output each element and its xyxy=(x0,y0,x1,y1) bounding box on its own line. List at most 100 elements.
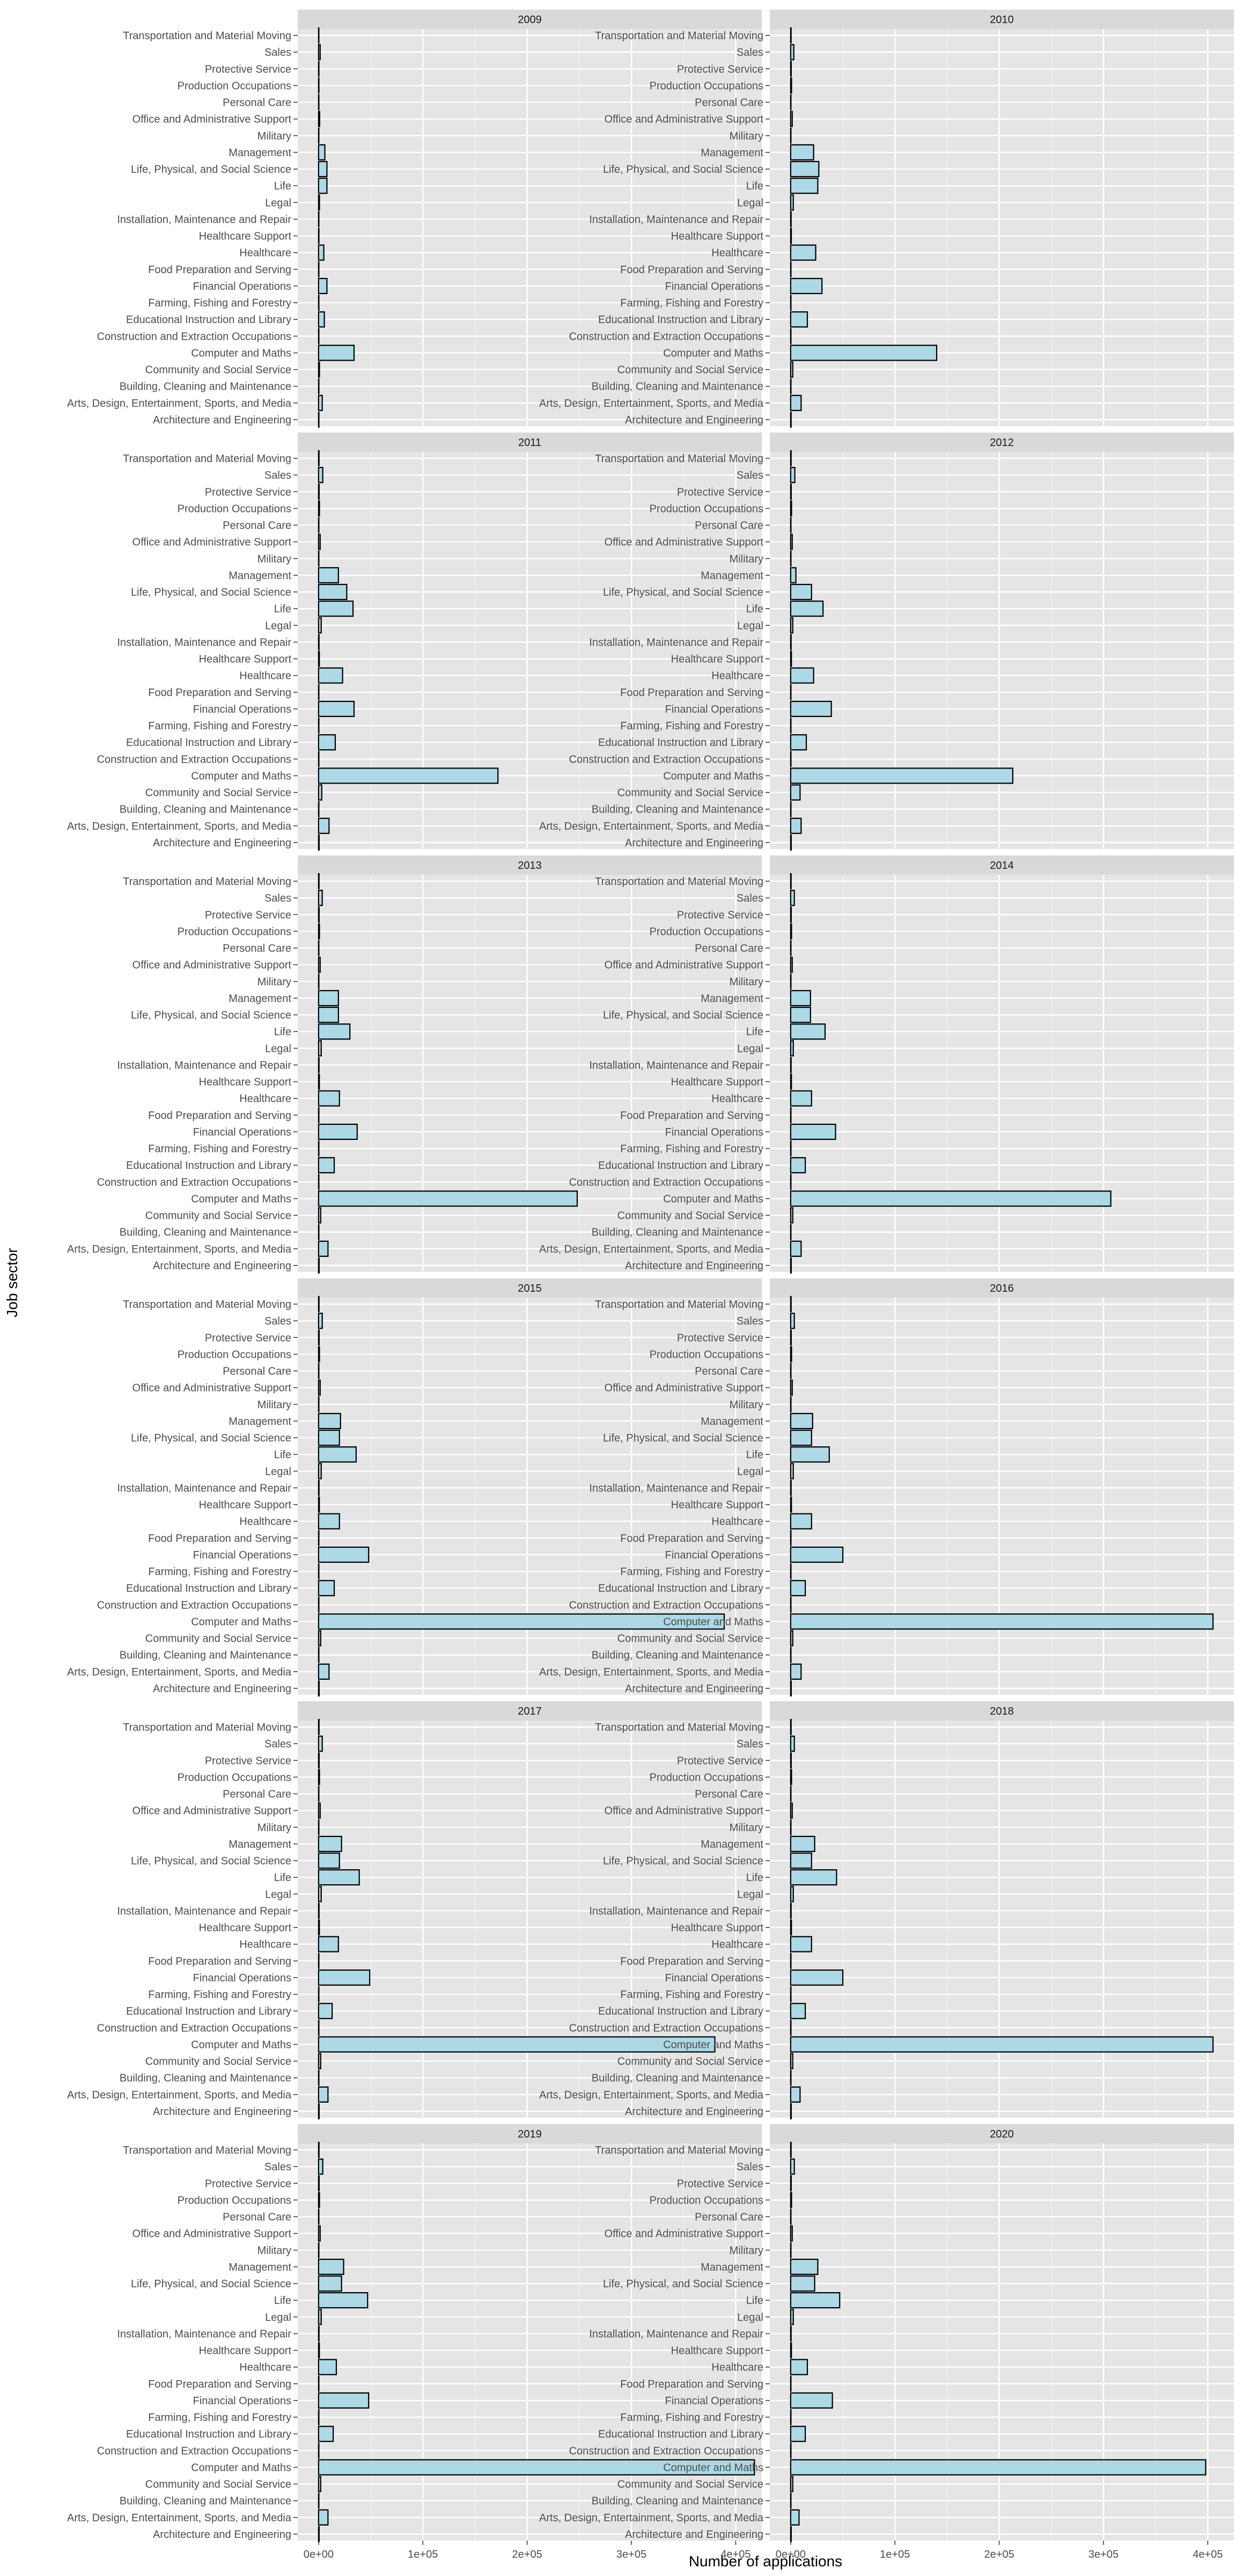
facet-strip-label: 2015 xyxy=(518,1283,542,1294)
y-tick-label: Educational Instruction and Library xyxy=(126,314,291,326)
y-tick-label: Educational Instruction and Library xyxy=(598,2006,763,2017)
y-tick-label: Farming, Fishing and Forestry xyxy=(148,2412,291,2424)
panel-background xyxy=(770,29,1234,426)
y-tick-label: Food Preparation and Serving xyxy=(148,2379,291,2390)
y-tick-label: Military xyxy=(730,976,763,988)
bar-2009-3 xyxy=(318,361,320,378)
y-tick-label: Healthcare Support xyxy=(199,231,292,243)
bar-2012-18 xyxy=(790,533,793,550)
y-tick-label: Protective Service xyxy=(205,1332,291,1344)
bar-2014-15 xyxy=(790,1006,811,1023)
y-tick-label: Production Occupations xyxy=(650,2194,763,2206)
panel-2018: 2018 Architecture and Engineering Arts, De… xyxy=(539,1701,1234,2120)
panel-background xyxy=(770,875,1234,1272)
y-tick-label: Building, Cleaning and Maintenance xyxy=(592,804,763,816)
y-tick-label: Transportation and Material Moving xyxy=(595,1722,763,1733)
bar-2019-13 xyxy=(318,2309,322,2325)
bar-2015-8 xyxy=(318,1546,370,1563)
y-tick-label: Personal Care xyxy=(695,1366,763,1378)
bar-2011-4 xyxy=(318,767,499,784)
bar-2009-8 xyxy=(318,277,328,295)
y-tick-label: Building, Cleaning and Maintenance xyxy=(120,381,291,393)
y-tick-label: Arts, Design, Entertainment, Sports, and… xyxy=(67,1666,292,1678)
bar-2012-1 xyxy=(790,817,802,834)
bar-2009-4 xyxy=(318,345,355,361)
y-tick-label: Life, Physical, and Social Science xyxy=(603,1432,763,1444)
bar-2013-16 xyxy=(318,990,339,1007)
y-tick-label: Architecture and Engineering xyxy=(153,2106,291,2118)
y-tick-label: Life xyxy=(274,1872,291,1884)
y-tick-label: Educational Instruction and Library xyxy=(598,737,763,749)
y-tick-label: Transportation and Material Moving xyxy=(595,30,763,42)
y-tick-label: Life, Physical, and Social Science xyxy=(603,1855,763,1867)
y-tick-label: Transportation and Material Moving xyxy=(595,876,763,888)
x-tick-label: 2e+05 xyxy=(512,2549,542,2560)
y-tick-label: Educational Instruction and Library xyxy=(126,2428,291,2440)
y-tick-label: Community and Social Service xyxy=(617,1633,763,1645)
y-tick-label: Arts, Design, Entertainment, Sports, and… xyxy=(539,1243,764,1255)
y-tick-label: Healthcare xyxy=(239,2362,291,2374)
y-tick-label: Healthcare Support xyxy=(199,654,292,665)
y-tick-label: Military xyxy=(730,130,763,142)
y-tick-label: Office and Administrative Support xyxy=(605,1805,764,1817)
y-tick-label: Farming, Fishing and Forestry xyxy=(148,1989,291,2001)
bar-2011-15 xyxy=(318,583,348,601)
y-tick-label: Building, Cleaning and Maintenance xyxy=(120,1227,291,1239)
y-tick-label: Management xyxy=(229,993,291,1005)
y-tick-label: Protective Service xyxy=(205,486,291,498)
bar-2019-3 xyxy=(318,2476,321,2492)
y-tick-label: Life, Physical, and Social Science xyxy=(131,1432,291,1444)
y-tick-label: Financial Operations xyxy=(193,1972,291,1984)
y-tick-label: Construction and Extraction Occupations xyxy=(97,1176,291,1188)
y-tick-label: Healthcare Support xyxy=(199,1922,292,1934)
y-tick-label: Sales xyxy=(264,1738,291,1750)
y-tick-label: Arts, Design, Entertainment, Sports, and… xyxy=(539,821,764,832)
x-tick-label: 1e+05 xyxy=(880,2549,910,2560)
bar-2018-13 xyxy=(790,1886,794,1902)
panel-2014: 2014 Architecture and Engineering Arts, De… xyxy=(539,855,1234,1274)
facet-strip-label: 2017 xyxy=(518,1706,542,1717)
y-tick-label: Sales xyxy=(264,1315,291,1327)
y-tick-label: Office and Administrative Support xyxy=(605,960,764,971)
y-tick-label: Military xyxy=(730,1822,763,1834)
facet-strip xyxy=(298,1278,762,1298)
y-tick-label: Financial Operations xyxy=(193,1126,291,1138)
bar-2019-22 xyxy=(318,2158,323,2175)
y-tick-label: Architecture and Engineering xyxy=(153,1683,291,1695)
y-tick-label: Production Occupations xyxy=(178,926,291,938)
bar-2011-1 xyxy=(318,817,330,834)
panel-2015: 2015 Architecture and Engineering Arts, De… xyxy=(67,1278,762,1697)
bar-2016-8 xyxy=(790,1546,844,1563)
y-tick-label: Life, Physical, and Social Science xyxy=(131,164,291,175)
y-tick-label: Production Occupations xyxy=(650,926,763,938)
facet-strip-label: 2014 xyxy=(990,860,1014,872)
bar-2019-15 xyxy=(318,2275,342,2292)
bar-2019-20 xyxy=(318,2192,320,2208)
facet-strip xyxy=(298,1701,762,1721)
y-tick-label: Arts, Design, Entertainment, Sports, and… xyxy=(539,1666,764,1678)
y-tick-label: Building, Cleaning and Maintenance xyxy=(120,2496,291,2507)
y-tick-label: Protective Service xyxy=(677,909,763,921)
y-tick-label: Construction and Extraction Occupations xyxy=(97,1599,291,1611)
bar-2016-15 xyxy=(790,1429,812,1446)
bar-2020-3 xyxy=(790,2476,793,2492)
y-tick-label: Farming, Fishing and Forestry xyxy=(620,1143,763,1155)
y-tick-label: Life, Physical, and Social Science xyxy=(603,164,763,175)
bar-2012-3 xyxy=(790,784,801,801)
y-tick-label: Financial Operations xyxy=(665,2395,763,2407)
y-tick-label: Legal xyxy=(737,2311,763,2323)
y-tick-label: Installation, Maintenance and Repair xyxy=(589,2328,763,2340)
y-tick-label: Farming, Fishing and Forestry xyxy=(148,297,291,309)
y-tick-label: Personal Care xyxy=(695,943,763,955)
bar-2011-6 xyxy=(318,734,336,751)
y-tick-label: Farming, Fishing and Forestry xyxy=(620,297,763,309)
facet-strip xyxy=(770,1701,1234,1721)
y-tick-label: Construction and Extraction Occupations xyxy=(97,753,291,765)
bar-2017-8 xyxy=(318,1969,371,1986)
bar-2010-20 xyxy=(790,77,792,94)
y-tick-label: Military xyxy=(258,1822,291,1834)
y-tick-label: Computer and Maths xyxy=(191,347,291,359)
y-tick-label: Protective Service xyxy=(205,2178,291,2190)
y-tick-label: Construction and Extraction Occupations xyxy=(569,2445,763,2457)
bar-2017-18 xyxy=(318,1802,321,1819)
